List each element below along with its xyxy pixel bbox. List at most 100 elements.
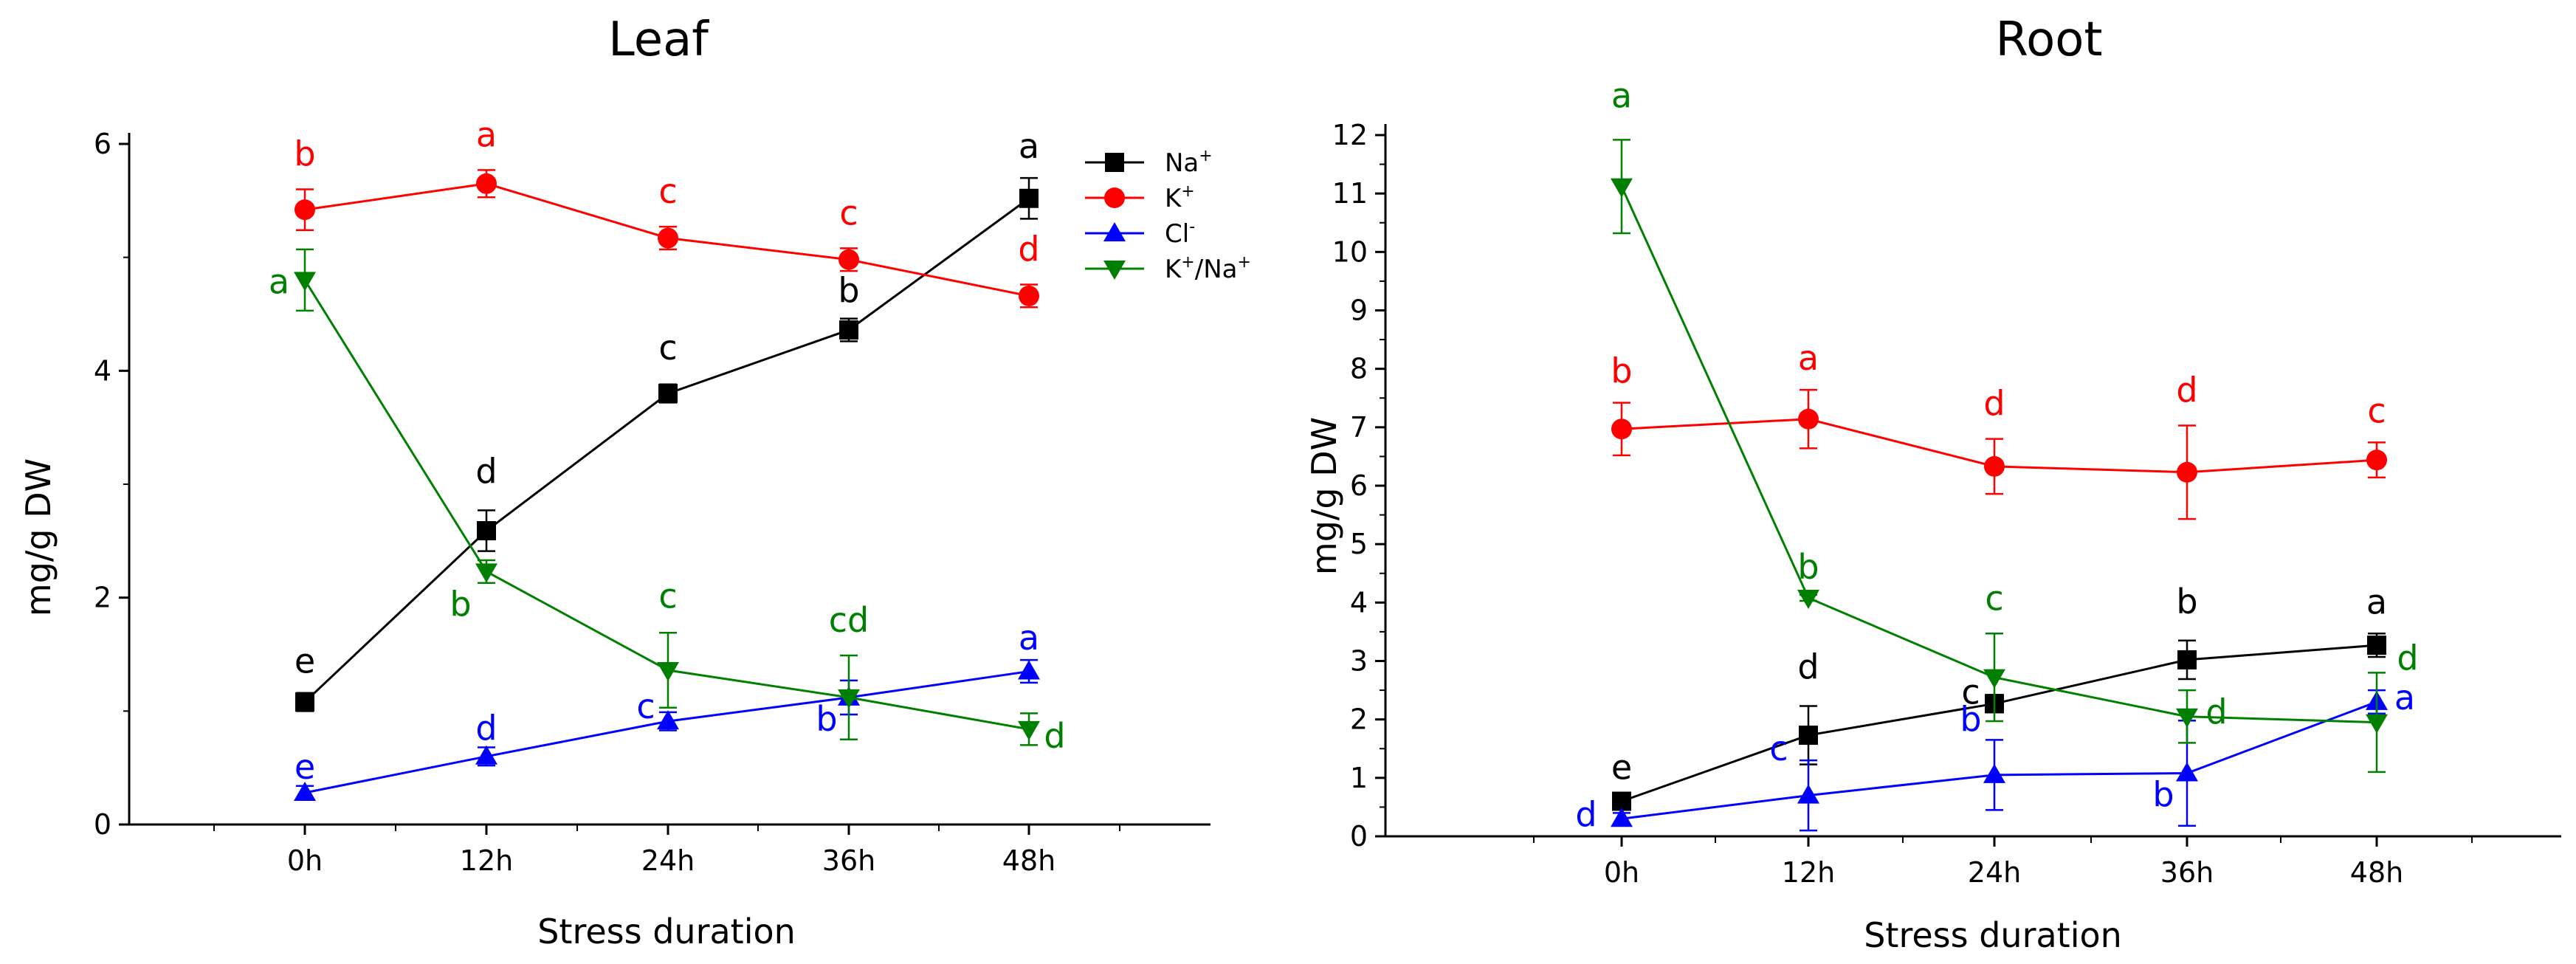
root-series-na-significance-label: e bbox=[1611, 748, 1632, 788]
leaf-series-k-significance-label: c bbox=[839, 193, 858, 233]
leaf-series-k-significance-label: c bbox=[658, 171, 677, 211]
root-x-tick-label: 12h bbox=[1782, 856, 1835, 889]
leaf-series-na-point bbox=[295, 692, 314, 712]
root-y-tick-label: 8 bbox=[1350, 353, 1368, 385]
leaf-series-k-na-point bbox=[657, 662, 679, 682]
leaf-legend-label: K+ bbox=[1165, 182, 1195, 213]
root-y-tick-label: 7 bbox=[1350, 411, 1368, 444]
leaf-series-na-significance-label: c bbox=[658, 328, 677, 368]
root-series-na-significance-label: a bbox=[2366, 582, 2387, 622]
root-series-na-point bbox=[2177, 650, 2197, 669]
root-title: Root bbox=[1996, 13, 2103, 67]
leaf-series-na-significance-label: b bbox=[838, 271, 859, 311]
root-series-k: b a d d c bbox=[1611, 338, 2387, 520]
root-y-tick-label: 3 bbox=[1350, 645, 1368, 678]
leaf-series-k: b a c c d bbox=[294, 114, 1040, 309]
leaf-series-k-na-significance-label: b bbox=[450, 584, 471, 624]
root-series-k-na-point bbox=[2176, 708, 2198, 728]
root-series-k-point bbox=[1984, 455, 2005, 477]
root-series-k-point bbox=[1798, 408, 1819, 430]
leaf-legend-marker bbox=[1103, 222, 1126, 241]
root-x-tick-label: 36h bbox=[2160, 856, 2214, 889]
root-series-k-point bbox=[2366, 450, 2387, 471]
leaf-x-tick-label: 12h bbox=[460, 844, 513, 877]
leaf-legend: Na+ K+ Cl- K+/Na+ bbox=[1085, 147, 1251, 284]
leaf-legend-marker bbox=[1104, 187, 1125, 208]
root-y-tick-label: 10 bbox=[1332, 235, 1368, 268]
root-series-k-na-significance-label: b bbox=[1797, 547, 1819, 587]
root-series-na-point bbox=[1799, 726, 1818, 746]
leaf-series-cl-significance-label: e bbox=[295, 747, 315, 787]
leaf-series-na-significance-label: d bbox=[475, 451, 497, 491]
root-y-tick-label: 6 bbox=[1350, 469, 1368, 502]
leaf-x-tick-label: 36h bbox=[822, 844, 875, 877]
leaf-series-k-na-point bbox=[294, 272, 316, 292]
root-panel: Root Stress duration mg/g DW 0 1 2 3 4 5 6 7 8 9 1… bbox=[1304, 13, 2561, 955]
leaf-series-k-na-significance-label: a bbox=[269, 261, 289, 301]
leaf-series-k-point bbox=[476, 173, 497, 194]
leaf-y-tick-label: 6 bbox=[94, 128, 111, 160]
leaf-legend-label: K+/Na+ bbox=[1165, 253, 1251, 284]
root-y-tick-label: 0 bbox=[1350, 820, 1368, 853]
leaf-y-tick-label: 0 bbox=[94, 808, 111, 841]
leaf-series-k-na-significance-label: d bbox=[1044, 716, 1065, 756]
leaf-panel: Leaf Stress duration mg/g DW 0 2 4 6 0h 12h 24… bbox=[18, 13, 1251, 951]
leaf-series-cl-line bbox=[304, 670, 1030, 794]
leaf-legend-marker bbox=[1105, 153, 1124, 172]
root-series-cl-significance-label: d bbox=[1575, 794, 1597, 834]
leaf-series-cl-point bbox=[1018, 660, 1040, 680]
root-series-k-significance-label: a bbox=[1798, 338, 1819, 378]
root-y-axis-label: mg/g DW bbox=[1304, 417, 1344, 575]
leaf-series-k-significance-label: d bbox=[1018, 230, 1039, 269]
root-x-tick-label: 0h bbox=[1604, 856, 1639, 889]
root-y-tick-label: 11 bbox=[1332, 177, 1368, 210]
leaf-series-cl-significance-label: a bbox=[1019, 618, 1039, 658]
root-series-na-significance-label: c bbox=[1961, 672, 1980, 712]
root-series-na-significance-label: d bbox=[1797, 647, 1819, 686]
leaf-series-na-point bbox=[658, 384, 678, 404]
root-series-cl-significance-label: c bbox=[1769, 729, 1788, 768]
root-series-k-na-point bbox=[2366, 714, 2388, 734]
leaf-series-k-point bbox=[658, 227, 678, 249]
root-y-tick-label: 1 bbox=[1350, 762, 1368, 794]
root-series-k-na-line bbox=[1620, 186, 2377, 724]
root-series-cl-point bbox=[1611, 808, 1633, 827]
leaf-x-tick-label: 48h bbox=[1002, 844, 1055, 877]
root-series-k-na-significance-label: a bbox=[1611, 75, 1632, 115]
leaf-series-cl-significance-label: d bbox=[475, 709, 497, 748]
leaf-series-na-point bbox=[477, 521, 496, 541]
root-series-cl-significance-label: b bbox=[1960, 699, 1981, 739]
root-y-tick-label: 2 bbox=[1350, 703, 1368, 736]
root-series-k-significance-label: b bbox=[1611, 351, 1632, 391]
leaf-series-na-significance-label: a bbox=[1019, 126, 1039, 166]
root-series-k-na-point bbox=[1983, 669, 2005, 689]
leaf-series-k-point bbox=[295, 199, 315, 221]
leaf-series-k-point bbox=[838, 249, 859, 270]
root-series-na-significance-label: b bbox=[2176, 582, 2197, 622]
leaf-series-cl-significance-label: c bbox=[636, 686, 655, 726]
root-y-tick-label: 5 bbox=[1350, 528, 1368, 560]
root-series-cl-point bbox=[2176, 762, 2198, 782]
root-y-tick-label: 9 bbox=[1350, 295, 1368, 327]
leaf-series-k-na-point bbox=[1018, 720, 1040, 740]
leaf-y-tick-label: 2 bbox=[94, 582, 111, 614]
leaf-x-tick-label: 24h bbox=[641, 844, 695, 877]
root-x-tick-label: 24h bbox=[1968, 856, 2021, 889]
root-x-tick-label: 48h bbox=[2350, 856, 2403, 889]
leaf-series-na-point bbox=[1019, 188, 1039, 208]
root-series-cl-significance-label: a bbox=[2394, 678, 2415, 717]
leaf-series-cl-point bbox=[475, 745, 497, 765]
root-series-k-significance-label: c bbox=[2367, 390, 2386, 430]
root-y-tick-label: 4 bbox=[1350, 586, 1368, 619]
root-series-k-na-point bbox=[1797, 590, 1819, 609]
leaf-series-k-na-significance-label: cd bbox=[829, 600, 869, 640]
root-x-axis-label: Stress duration bbox=[1864, 915, 2122, 955]
root-series-cl-point bbox=[1983, 763, 2005, 783]
leaf-series-k-na-significance-label: c bbox=[658, 576, 677, 616]
leaf-series-cl-significance-label: b bbox=[816, 699, 837, 739]
